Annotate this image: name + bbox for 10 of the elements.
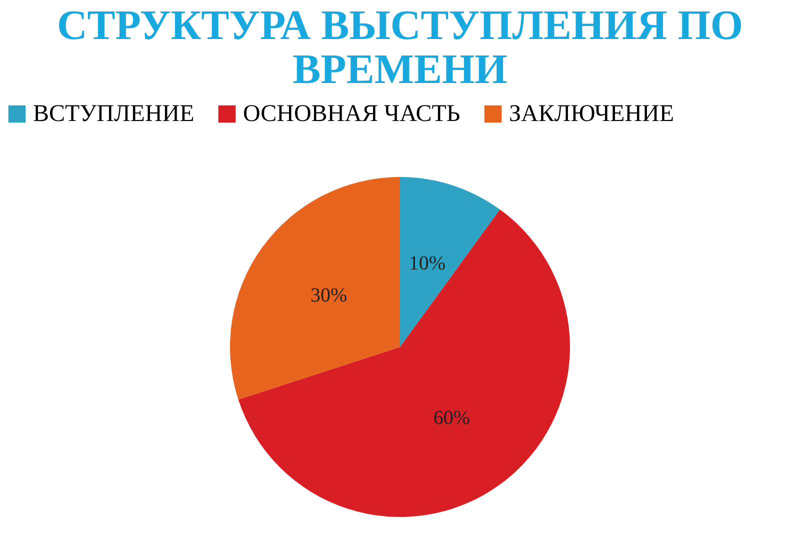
data-label: 60%	[433, 407, 470, 430]
pie-slice	[238, 209, 570, 517]
data-label: 10%	[408, 252, 446, 274]
legend-label: ОСНОВНАЯ ЧАСТЬ	[243, 101, 460, 127]
data-label: 30%	[310, 284, 348, 306]
chart-title: СТРУКТУРА ВЫСТУПЛЕНИЯ ПО ВРЕМЕНИ	[56, 3, 744, 93]
legend-label: ЗАКЛЮЧЕНИЕ	[509, 101, 674, 127]
legend-label: ВСТУПЛЕНИЕ	[33, 101, 194, 127]
pie-slice	[400, 177, 500, 347]
pie-slice	[230, 177, 400, 400]
